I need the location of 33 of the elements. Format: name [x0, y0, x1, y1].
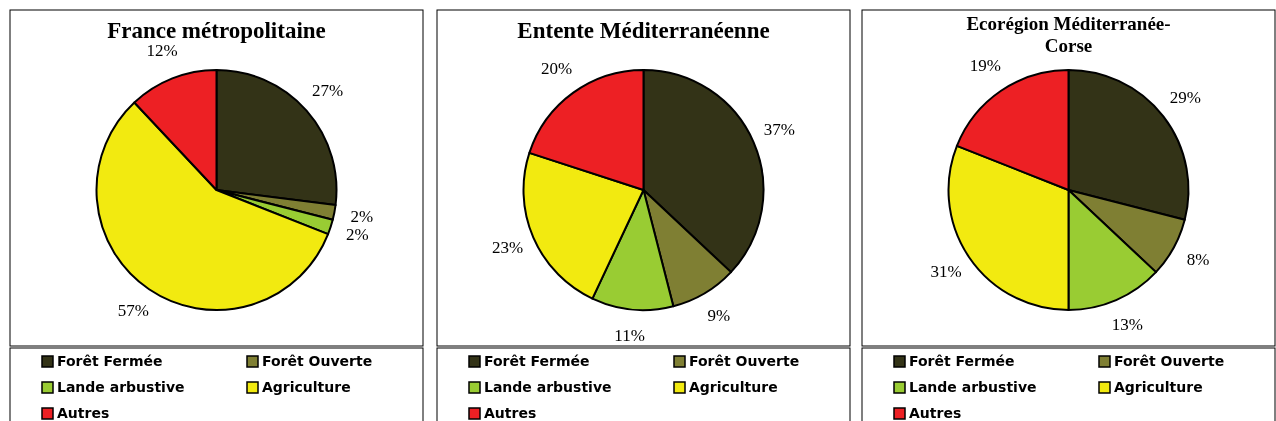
- legend-label: Forêt Fermée: [909, 353, 1015, 369]
- legend-label: Agriculture: [262, 379, 351, 395]
- chart-title: France métropolitaine: [107, 18, 326, 43]
- legend-label: Forêt Ouverte: [689, 353, 800, 369]
- legend-label: Forêt Fermée: [484, 353, 590, 369]
- legend-label: Autres: [484, 405, 537, 421]
- legend-label: Agriculture: [1114, 379, 1203, 395]
- legend-label: Lande arbustive: [909, 379, 1037, 395]
- data-label: 2%: [350, 206, 374, 226]
- legend-label: Autres: [57, 405, 110, 421]
- data-label: 8%: [1186, 250, 1210, 270]
- data-label: 9%: [707, 306, 731, 326]
- legend-label: Forêt Ouverte: [262, 353, 373, 369]
- chart-title: Ecorégion Méditerranée-Corse: [966, 13, 1171, 56]
- data-label: 2%: [345, 224, 369, 244]
- data-label: 37%: [763, 120, 795, 140]
- chart-title: Entente Méditerranéenne: [517, 18, 770, 43]
- data-label: 19%: [969, 56, 1001, 76]
- data-label: 11%: [614, 326, 645, 346]
- legend-label: Lande arbustive: [484, 379, 612, 395]
- data-label: 29%: [1169, 88, 1202, 108]
- data-label: 31%: [930, 262, 962, 282]
- data-label: 27%: [311, 81, 344, 101]
- legend-label: Lande arbustive: [57, 379, 185, 395]
- legend-label: Forêt Ouverte: [1114, 353, 1225, 369]
- data-label: 13%: [1111, 314, 1143, 334]
- data-label: 20%: [540, 59, 573, 79]
- data-label: 23%: [492, 237, 524, 257]
- data-label: 12%: [146, 41, 178, 61]
- legend-label: Forêt Fermée: [57, 353, 163, 369]
- legend-label: Agriculture: [689, 379, 778, 395]
- data-label: 57%: [117, 301, 149, 321]
- legend-label: Autres: [909, 405, 962, 421]
